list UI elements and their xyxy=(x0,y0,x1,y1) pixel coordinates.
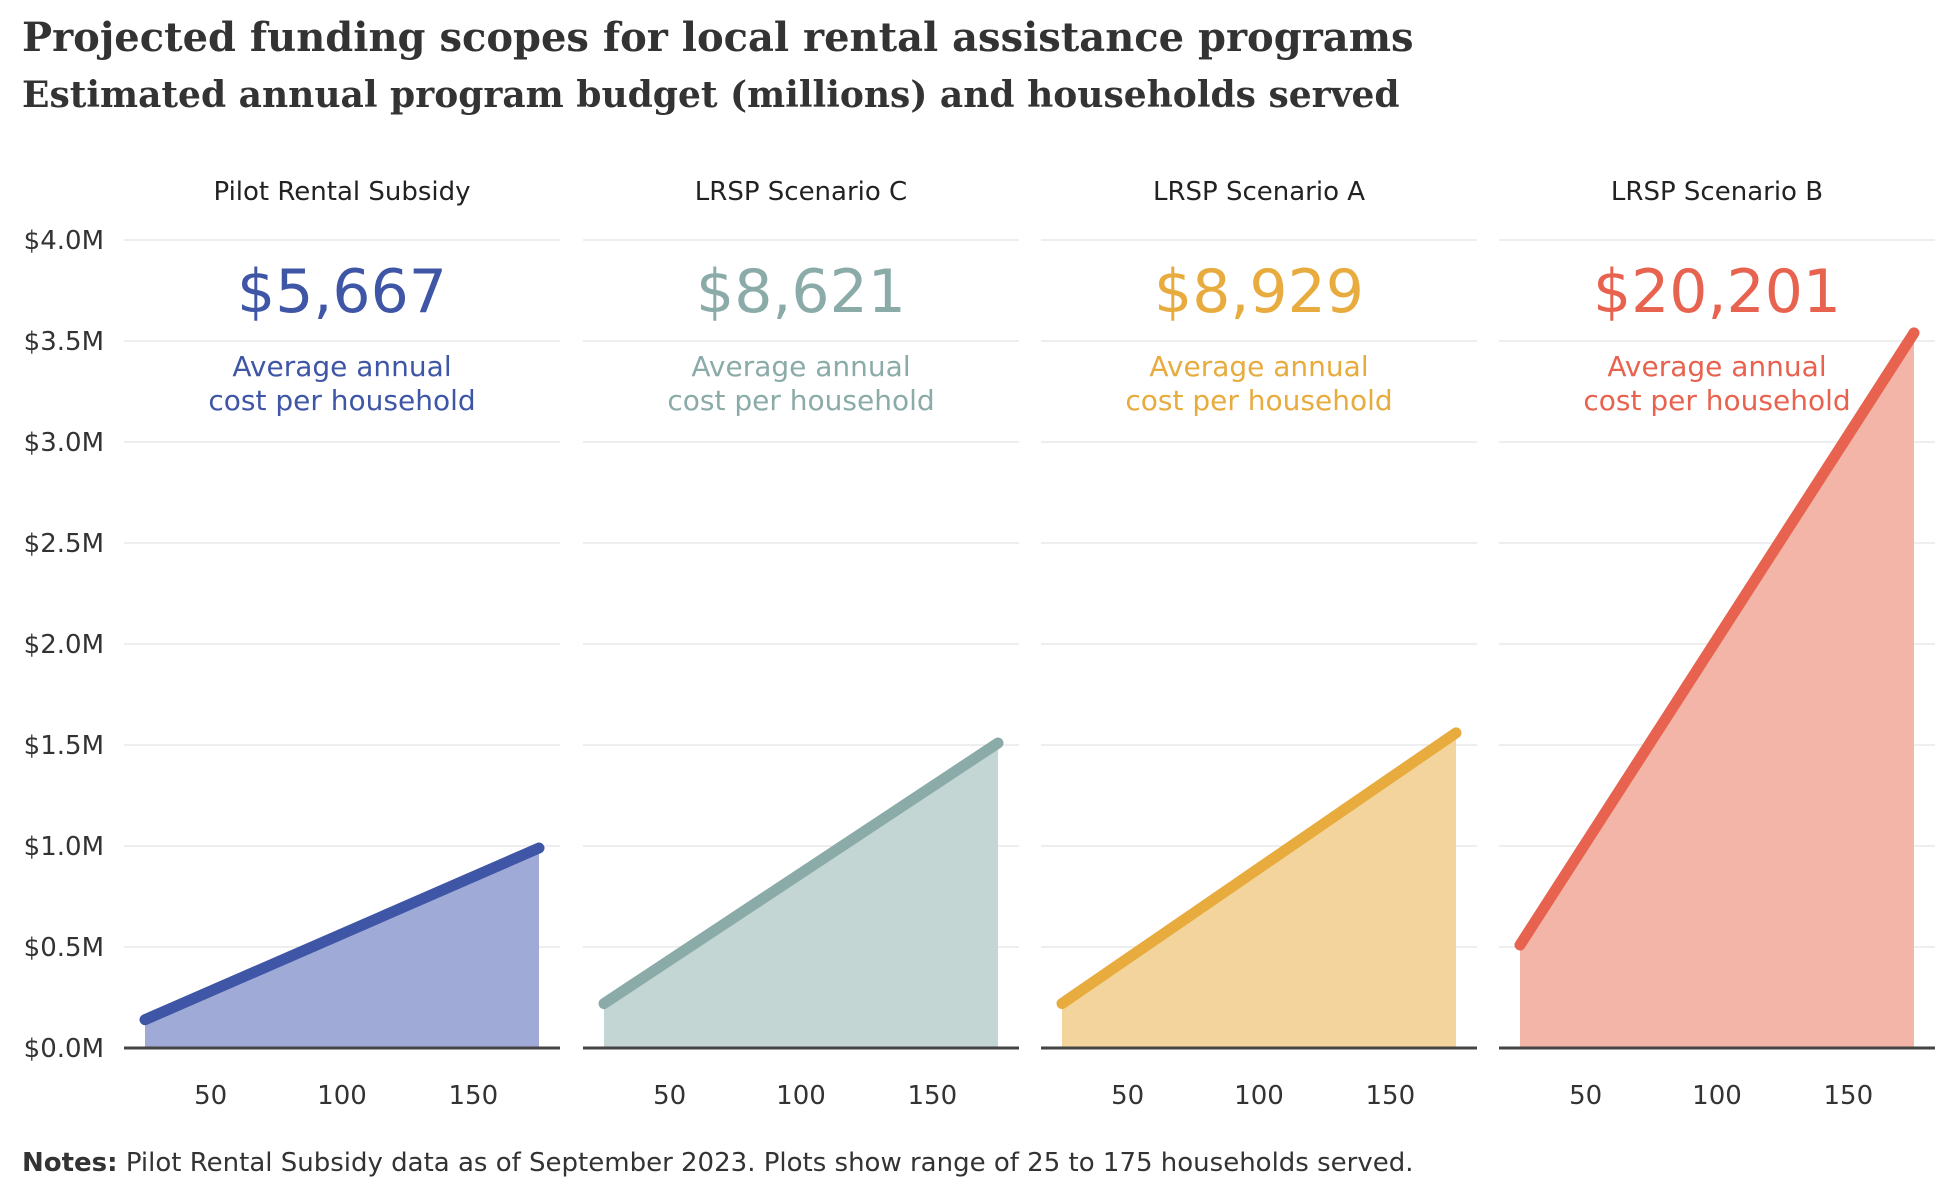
y-tick-label: $3.5M xyxy=(24,327,104,357)
x-tick-label: 150 xyxy=(1824,1081,1874,1111)
area-fill-lrsp-scenario-c xyxy=(604,742,998,1048)
y-tick-label: $3.0M xyxy=(24,428,104,458)
y-tick-label: $2.5M xyxy=(24,529,104,559)
area-fill-lrsp-scenario-b xyxy=(1520,332,1914,1048)
area-fill-pilot-rental-subsidy xyxy=(145,848,539,1048)
series-line-pilot-rental-subsidy xyxy=(139,842,545,1026)
x-tick-label: 100 xyxy=(1234,1081,1284,1111)
y-tick-label: $2.0M xyxy=(24,630,104,660)
chart-title: Projected funding scopes for local renta… xyxy=(22,14,1414,61)
series-line-lrsp-scenario-c xyxy=(598,737,1004,1010)
y-tick-label: $0.5M xyxy=(24,933,104,963)
y-tick-label: $0.0M xyxy=(24,1034,104,1064)
x-tick-label: 150 xyxy=(449,1081,499,1111)
x-tick-label: 50 xyxy=(1111,1081,1144,1111)
chart-area: $0.0M $0.5M $1.0M $1.5M $2.0M $2.5M $3.0M $3.5M… xyxy=(24,177,1935,1111)
x-tick-label: 100 xyxy=(776,1081,826,1111)
panel-title-lrsp-scenario-c: LRSP Scenario C xyxy=(695,177,907,207)
stat-label-line1: Average annual xyxy=(691,350,910,383)
stat-label-line2: cost per household xyxy=(1583,384,1850,417)
stat-value-lrsp-scenario-c: $8,621 xyxy=(696,257,906,327)
notes-label: Notes: xyxy=(22,1148,118,1178)
stat-value-pilot-rental-subsidy: $5,667 xyxy=(237,257,447,327)
stat-value-lrsp-scenario-a: $8,929 xyxy=(1154,257,1364,327)
series-line-lrsp-scenario-b xyxy=(1514,327,1920,951)
panel-title-lrsp-scenario-a: LRSP Scenario A xyxy=(1153,177,1365,207)
notes-text: Pilot Rental Subsidy data as of Septembe… xyxy=(125,1148,1414,1178)
stat-value-lrsp-scenario-b: $20,201 xyxy=(1593,257,1841,327)
x-tick-label: 50 xyxy=(1569,1081,1602,1111)
x-tick-label: 100 xyxy=(317,1081,367,1111)
series-line-lrsp-scenario-a xyxy=(1056,727,1462,1010)
stat-label-line2: cost per household xyxy=(667,384,934,417)
chart-notes: Notes: Pilot Rental Subsidy data as of S… xyxy=(22,1148,1414,1178)
stat-label-line1: Average annual xyxy=(1607,350,1826,383)
stat-label-line1: Average annual xyxy=(232,350,451,383)
x-tick-label: 50 xyxy=(653,1081,686,1111)
y-tick-label: $1.5M xyxy=(24,731,104,761)
stat-label-line1: Average annual xyxy=(1149,350,1368,383)
y-tick-label: $1.0M xyxy=(24,832,104,862)
chart-subtitle: Estimated annual program budget (million… xyxy=(22,74,1400,116)
stat-label-line2: cost per household xyxy=(1125,384,1392,417)
panel-title-pilot-rental-subsidy: Pilot Rental Subsidy xyxy=(213,177,470,207)
panel-title-lrsp-scenario-b: LRSP Scenario B xyxy=(1611,177,1823,207)
x-tick-label: 150 xyxy=(908,1081,958,1111)
stat-label-line2: cost per household xyxy=(208,384,475,417)
x-tick-label: 50 xyxy=(194,1081,227,1111)
x-tick-label: 150 xyxy=(1366,1081,1416,1111)
x-tick-label: 100 xyxy=(1692,1081,1742,1111)
y-tick-label: $4.0M xyxy=(24,226,104,256)
area-fill-lrsp-scenario-a xyxy=(1062,732,1456,1048)
